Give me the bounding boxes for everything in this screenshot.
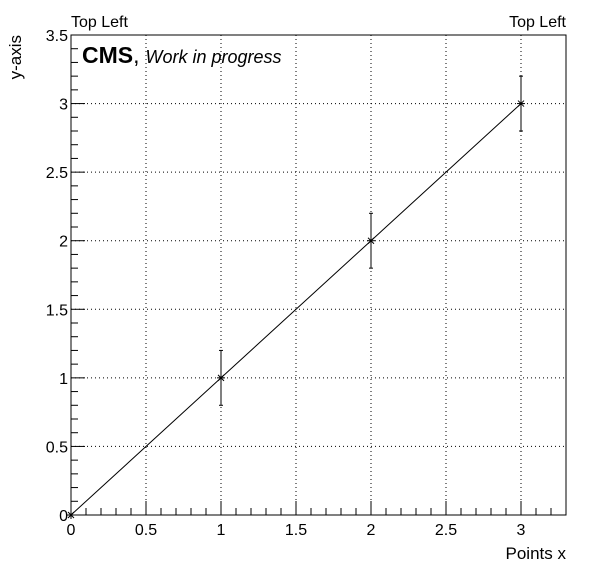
cms-italic-text: Work in progress [146,47,282,67]
data-point-stroke [217,374,225,382]
cms-bold-text: CMS [82,42,133,68]
data-point-3 [517,99,525,108]
data-point-stroke [67,511,75,519]
x-tick-label-3: 1.5 [285,522,307,539]
x-tick-label-0: 0 [67,522,76,539]
x-tick-label-2: 1 [217,522,226,539]
x-tick-label-4: 2 [367,522,376,539]
x-tick-label-1: 0.5 [135,522,157,539]
y-tick-label-7: 3.5 [46,28,68,45]
y-tick-label-1: 0.5 [46,439,68,456]
y-tick-label-0: 0 [59,508,68,525]
cms-label: CMS, Work in progress [82,42,282,68]
series-line-0 [70,103,522,516]
tick-labels: 0 0.5 1 1.5 2 2.5 3 0 0.5 1 1.5 2 2.5 3 3.5 [46,28,526,539]
data-point-0 [67,511,75,519]
y-tick-label-6: 3 [59,97,68,114]
x-tick-label-5: 2.5 [435,522,457,539]
y-axis-title: y-axis [6,35,25,79]
axis-ticks [70,34,567,516]
data-point-stroke [517,100,525,107]
grid-lines [71,35,566,515]
data-marks [67,75,525,519]
x-tick-label-6: 3 [517,522,526,539]
data-point-2 [367,236,375,245]
y-tick-label-4: 2 [59,234,68,251]
plot-frame [70,34,567,516]
y-tick-label-5: 2.5 [46,165,68,182]
header-right-label: Top Left [509,14,566,31]
y-tick-label-3: 1.5 [46,302,68,319]
data-point-1 [217,373,225,382]
x-axis-title: Points x [506,544,567,563]
cms-comma: , [133,42,139,68]
y-tick-label-2: 1 [59,371,68,388]
data-point-stroke [367,237,375,245]
header-left-label: Top Left [71,14,128,31]
